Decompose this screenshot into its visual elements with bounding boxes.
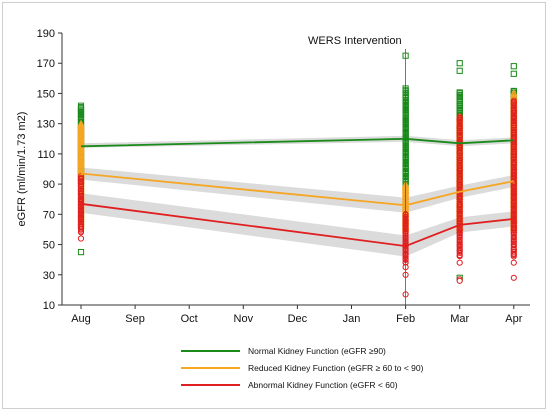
point-marker: [77, 155, 85, 163]
point-marker: [510, 97, 517, 104]
outlier-marker: [510, 70, 517, 77]
x-tick-label: Mar: [450, 313, 469, 325]
y-axis-title: eGFR (ml/min/1.73 m2): [16, 112, 28, 227]
y-tick-label: 150: [37, 88, 55, 100]
point-marker: [510, 88, 518, 96]
y-tick-label: 170: [37, 58, 55, 70]
point-marker: [456, 131, 463, 138]
point-marker: [510, 232, 517, 240]
outlier-marker: [456, 67, 463, 74]
legend-label-2: Abnormal Kidney Function (eGFR < 60): [248, 380, 398, 390]
point-marker: [77, 160, 85, 167]
chart-frame: [2, 2, 546, 409]
point-marker: [77, 135, 85, 142]
x-tick-label: Sep: [125, 313, 145, 325]
point-marker: [77, 223, 85, 230]
y-tick-label: 190: [37, 28, 55, 40]
annotation: WERS Intervention: [308, 35, 407, 305]
y-tick-label: 110: [37, 149, 55, 161]
outlier-marker: [510, 259, 517, 266]
y-tick-label: 10: [43, 300, 55, 312]
outlier-marker: [77, 249, 85, 256]
x-tick-label: Jan: [343, 313, 361, 325]
y-tick-label: 30: [43, 270, 55, 282]
point-marker: [456, 161, 463, 168]
point-marker: [456, 180, 463, 188]
outlier-marker: [77, 235, 85, 242]
point-marker: [456, 192, 463, 199]
point-marker: [456, 89, 463, 96]
series-line-2: [80, 202, 514, 248]
point-marker: [510, 248, 517, 255]
legend-label-1: Reduced Kidney Function (eGFR ≥ 60 to < …: [248, 363, 424, 373]
point-marker: [510, 220, 517, 227]
y-tick-label: 90: [43, 179, 55, 191]
point-marker: [456, 156, 463, 163]
axes: 10 30 50 70 90 110 130 150 170 190 Aug Sep Oct Nov Dec…: [16, 28, 530, 325]
point-marker: [77, 119, 85, 127]
legend-label-0: Normal Kidney Function (eGFR ≥90): [248, 346, 386, 356]
point-marker: [510, 210, 517, 217]
outlier-marker: [510, 63, 517, 70]
point-marker: [456, 121, 463, 128]
point-marker: [77, 174, 85, 182]
y-tick-label: 50: [43, 240, 55, 252]
series-lines: [80, 137, 514, 248]
point-marker: [510, 128, 517, 135]
point-marker: [77, 144, 85, 151]
x-tick-label: Aug: [71, 313, 91, 325]
point-marker: [456, 113, 463, 120]
outlier-marker: [510, 274, 517, 281]
point-marker: [510, 229, 517, 236]
point-marker: [77, 186, 85, 193]
x-tick-label: Apr: [505, 313, 522, 325]
y-tick-label: 130: [37, 119, 55, 131]
intervention-label: WERS Intervention: [308, 35, 402, 47]
x-tick-label: Dec: [288, 313, 308, 325]
series-line-1: [80, 172, 514, 207]
point-marker: [510, 147, 517, 154]
point-marker: [510, 90, 518, 97]
legend: Normal Kidney Function (eGFR ≥90) Reduced…: [181, 346, 424, 390]
point-marker: [77, 165, 85, 173]
series-line-0: [80, 137, 514, 148]
x-tick-label: Oct: [181, 313, 198, 325]
point-marker: [77, 190, 85, 197]
y-tick-label: 70: [43, 209, 55, 221]
point-marker: [456, 240, 463, 248]
outlier-marker: [456, 277, 463, 284]
confidence-bands: [81, 135, 514, 257]
point-marker: [456, 152, 463, 159]
point-marker: [77, 150, 85, 158]
point-marker: [456, 136, 463, 143]
x-tick-label: Nov: [234, 313, 254, 325]
ci-band-2: [81, 193, 514, 257]
point-marker: [77, 124, 85, 131]
point-marker: [77, 159, 85, 166]
point-marker: [77, 187, 85, 194]
x-tick-label: Feb: [396, 313, 415, 325]
outlier-marker: [456, 259, 463, 266]
outlier-marker: [456, 60, 463, 67]
point-marker: [77, 102, 85, 109]
